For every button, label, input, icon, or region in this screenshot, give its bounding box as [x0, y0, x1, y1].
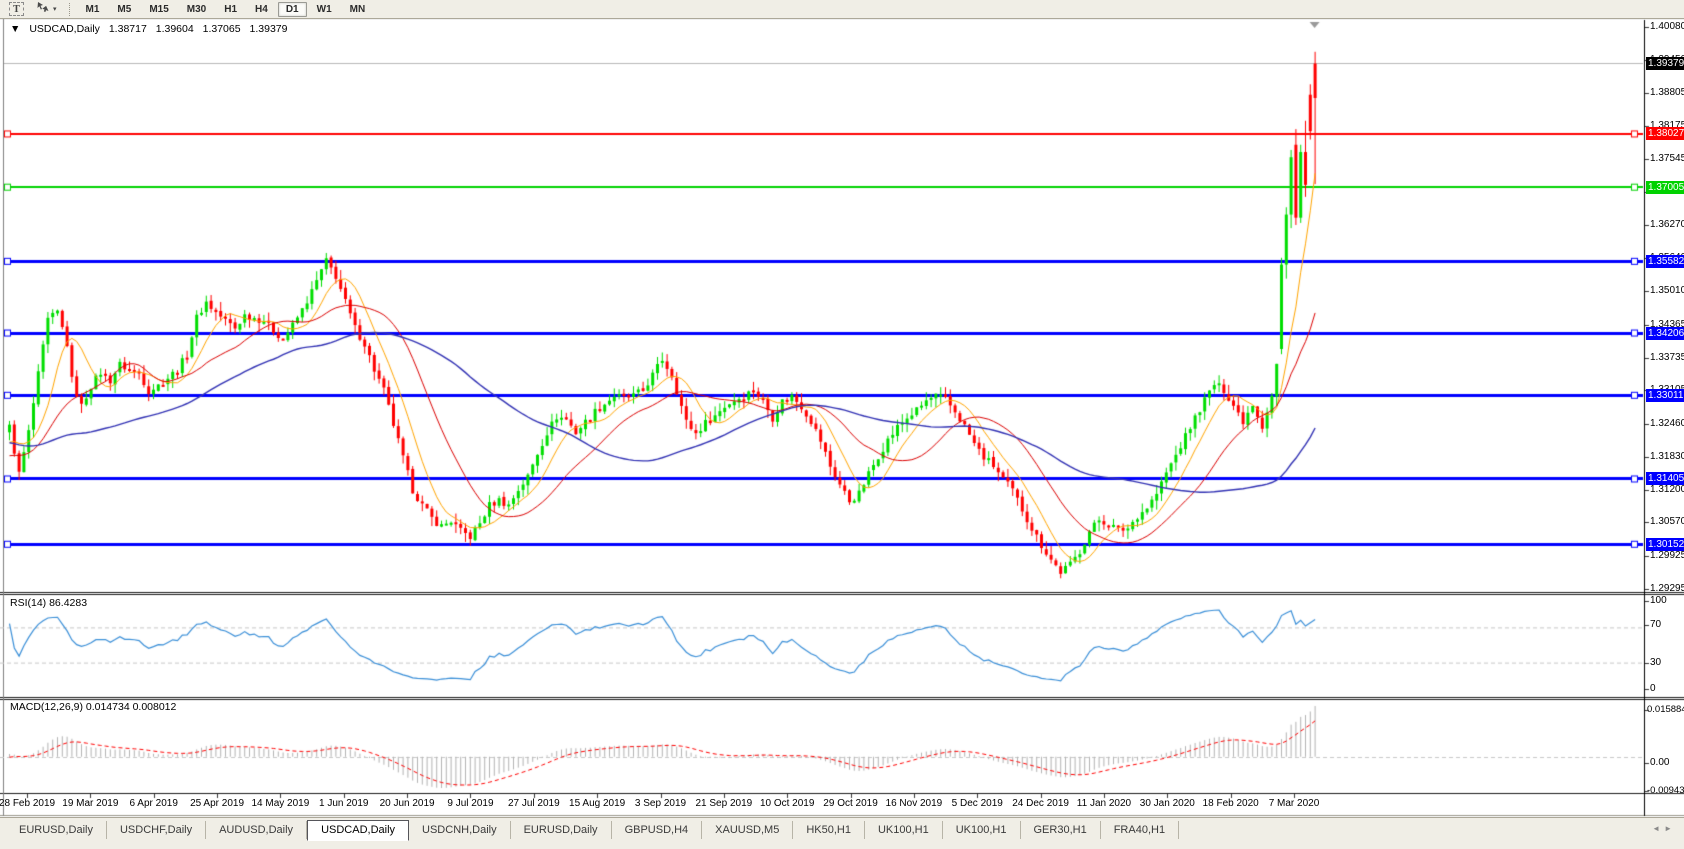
- chart-tab-usdchf-daily-1[interactable]: USDCHF,Daily: [107, 821, 207, 839]
- date-axis-label: 3 Sep 2019: [634, 798, 687, 809]
- chart-tab-usdcnh-daily-4[interactable]: USDCNH,Daily: [409, 821, 511, 839]
- chart-tab-hk50-h1-8[interactable]: HK50,H1: [793, 821, 865, 839]
- chevron-down-icon: ▾: [53, 6, 57, 13]
- date-axis-label: 1 Jun 2019: [319, 798, 369, 809]
- price-axis-tick: 1.38175: [1650, 120, 1684, 132]
- price-axis-tick: 1.35010: [1650, 285, 1684, 297]
- price-axis-tick: 1.32460: [1650, 418, 1684, 430]
- collapse-triangle-icon[interactable]: ▼: [10, 23, 21, 35]
- date-axis-label: 19 Mar 2019: [62, 798, 119, 809]
- top-toolbar: T ▾ M1 M5 M15 M30 H1 H4 D1 W1 MN: [0, 0, 1684, 19]
- level-price-tag: 1.37005: [1646, 180, 1684, 194]
- text-label-icon: T: [9, 2, 24, 16]
- timeframe-button-d1[interactable]: D1: [277, 1, 307, 17]
- date-axis-label: 10 Oct 2019: [759, 798, 815, 809]
- date-axis-label: 9 Jul 2019: [447, 798, 494, 809]
- rsi-indicator-label: RSI(14) 86.4283: [10, 597, 88, 609]
- chart-tab-ger30-h1-11[interactable]: GER30,H1: [1021, 821, 1101, 839]
- date-axis-label: 20 Jun 2019: [379, 798, 435, 809]
- current-price-tag: 1.39379: [1646, 57, 1684, 70]
- chart-tab-usdcad-daily-3[interactable]: USDCAD,Daily: [307, 820, 410, 841]
- date-axis-label: 18 Feb 2020: [1202, 798, 1259, 809]
- price-axis-tick: 1.38805: [1650, 87, 1684, 99]
- rsi-scale-tick: 100: [1650, 595, 1667, 606]
- timeframe-button-h4[interactable]: H4: [255, 3, 268, 15]
- timeframe-button-m5[interactable]: M5: [117, 3, 132, 15]
- crosshair-arrows-icon: [36, 0, 50, 18]
- tab-scroll-right-icon[interactable]: ►: [1664, 824, 1676, 833]
- ohlc-high: 1.39604: [155, 23, 194, 35]
- tab-scroll-arrows[interactable]: ◄►: [1652, 824, 1676, 833]
- chart-tabs-bar: EURUSD,Daily USDCHF,Daily AUDUSD,Daily USDC…: [0, 817, 1684, 849]
- rsi-scale-tick: 0: [1650, 683, 1656, 694]
- rsi-scale-tick: 30: [1650, 657, 1662, 668]
- price-axis-tick: 1.34365: [1650, 318, 1684, 330]
- timeframe-buttons: M1 M5 M15 M30 H1 H4 D1 W1 MN: [77, 1, 375, 17]
- timeframe-button-h1[interactable]: H1: [224, 3, 238, 15]
- toolbar-separator: [68, 2, 70, 16]
- timeframe-button-mn[interactable]: MN: [349, 3, 366, 15]
- timeframe-button-w1[interactable]: W1: [316, 3, 332, 15]
- level-price-tag: 1.34206: [1646, 326, 1684, 340]
- date-axis-label: 16 Nov 2019: [885, 798, 943, 809]
- ohlc-low: 1.37065: [202, 23, 241, 35]
- macd-indicator-label: MACD(12,26,9) 0.014734 0.008012: [10, 701, 177, 713]
- chart-tab-audusd-daily-2[interactable]: AUDUSD,Daily: [206, 821, 308, 839]
- price-axis-tick: 1.30570: [1650, 516, 1684, 528]
- chart-tab-uk100-h1-9[interactable]: UK100,H1: [865, 821, 943, 839]
- date-axis-label: 27 Jul 2019: [507, 798, 560, 809]
- chart-tab-gbpusd-h4-6[interactable]: GBPUSD,H4: [612, 821, 703, 839]
- chart-symbol-title: USDCAD,Daily: [29, 23, 100, 35]
- macd-scale-top: 0.015884: [1647, 704, 1684, 715]
- chart-tab-eurusd-daily-5[interactable]: EURUSD,Daily: [511, 821, 612, 839]
- date-axis-label: 6 Apr 2019: [129, 798, 178, 809]
- price-axis-tick: 1.31830: [1650, 450, 1684, 462]
- price-axis-tick: 1.33735: [1650, 351, 1684, 363]
- chart-ohlc-header: ▼ USDCAD,Daily 1.38717 1.39604 1.37065 1…: [10, 23, 293, 35]
- timeframe-button-m15[interactable]: M15: [149, 3, 169, 15]
- date-axis-label: 5 Dec 2019: [951, 798, 1003, 809]
- macd-scale-zero: 0.00: [1650, 757, 1670, 768]
- cursor-tool-button[interactable]: ▾: [33, 2, 60, 16]
- ohlc-open: 1.38717: [108, 23, 147, 35]
- chart-tab-uk100-h1-10[interactable]: UK100,H1: [943, 821, 1021, 839]
- chart-tab-xauusd-m5-7[interactable]: XAUUSD,M5: [702, 821, 794, 839]
- date-axis-label: 14 May 2019: [251, 798, 310, 809]
- date-axis-label: 11 Jan 2020: [1076, 798, 1132, 809]
- chart-tab-eurusd-daily-0[interactable]: EURUSD,Daily: [6, 821, 107, 839]
- price-axis-tick: 1.31200: [1650, 483, 1684, 495]
- date-axis-label: 25 Apr 2019: [190, 798, 245, 809]
- tab-scroll-left-icon[interactable]: ◄: [1652, 824, 1665, 833]
- text-tool-button[interactable]: T: [6, 2, 27, 16]
- level-price-tag: 1.31405: [1646, 472, 1684, 486]
- level-price-tag: 1.33011: [1646, 388, 1684, 402]
- level-price-tag: 1.38027: [1646, 127, 1684, 141]
- price-axis-tick: 1.29295: [1650, 582, 1684, 594]
- timeframe-button-m30[interactable]: M30: [186, 3, 207, 15]
- rsi-scale-tick: 70: [1650, 619, 1662, 630]
- timeframe-button-m1[interactable]: M1: [85, 3, 100, 15]
- price-axis-tick: 1.29925: [1650, 550, 1684, 562]
- date-axis-label: 28 Feb 2019: [0, 798, 56, 809]
- price-axis-tick: 1.40080: [1650, 20, 1684, 32]
- price-axis-tick: 1.36270: [1650, 219, 1684, 231]
- date-axis-label: 21 Sep 2019: [695, 798, 753, 809]
- level-price-tag: 1.35582: [1646, 254, 1684, 268]
- date-axis-label: 7 Mar 2020: [1268, 798, 1320, 809]
- level-price-tag: 1.30152: [1646, 537, 1684, 551]
- date-axis-label: 15 Aug 2019: [569, 798, 626, 809]
- ohlc-close: 1.39379: [249, 23, 288, 35]
- date-axis-label: 29 Oct 2019: [823, 798, 878, 809]
- date-axis-label: 30 Jan 2020: [1139, 798, 1195, 809]
- date-axis-label: 24 Dec 2019: [1012, 798, 1069, 809]
- price-axis-tick: 1.37545: [1650, 153, 1684, 165]
- chart-tab-fra40-h1-12[interactable]: FRA40,H1: [1101, 821, 1180, 839]
